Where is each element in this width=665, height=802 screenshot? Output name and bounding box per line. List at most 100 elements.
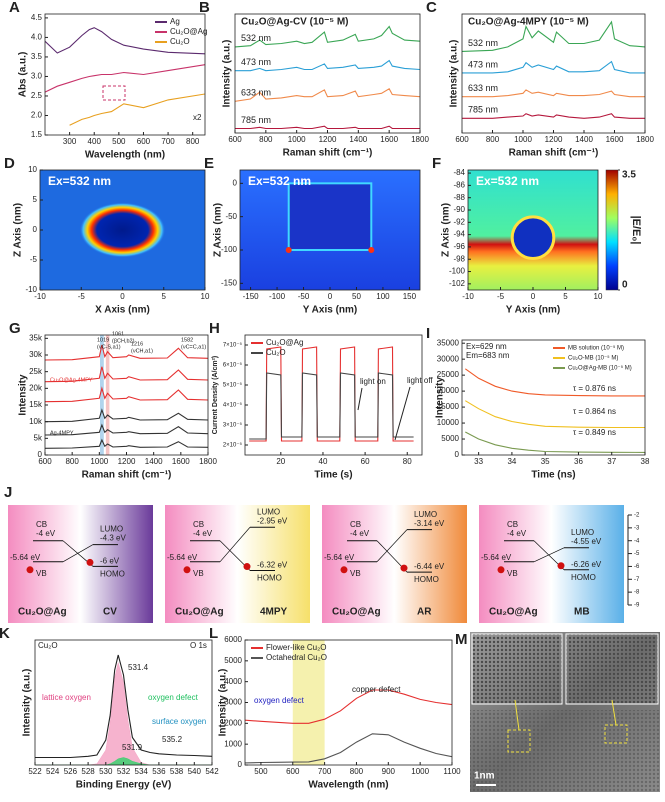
vb-value: -5.64 eV <box>481 553 512 562</box>
transfer <box>62 544 94 563</box>
legend-label: Cu₂O <box>170 37 190 46</box>
x-tick-label: 0 <box>328 292 333 301</box>
transfer <box>219 526 251 563</box>
lumo-value: -4.55 eV <box>571 537 602 546</box>
highlight-band <box>292 640 325 765</box>
y-tick-label: 15000 <box>437 402 460 411</box>
annotation: Cu₂O <box>38 641 58 650</box>
x-tick-label: 1800 <box>199 457 217 466</box>
series-label: 633 nm <box>468 83 498 93</box>
arrow <box>357 387 363 411</box>
annotation: 531.9 <box>122 743 143 752</box>
x-tick-label: 1600 <box>606 135 624 144</box>
y-tick-label: 10k <box>29 417 43 426</box>
chart-title: Cu₂O@Ag-4MPY (10⁻⁵ M) <box>468 17 589 28</box>
annotation: τ = 0.864 ns <box>573 407 616 416</box>
diagram-box <box>322 505 467 623</box>
line <box>45 408 208 423</box>
x-tick-label: 1200 <box>319 135 337 144</box>
plot-area <box>462 20 645 119</box>
x-tick-label: 1200 <box>545 135 563 144</box>
y-axis-label: Current Density (A/cm²) <box>212 356 219 435</box>
x-tick-label: 538 <box>170 767 184 776</box>
annotation: copper defect <box>352 685 401 694</box>
cb-label: CB <box>193 520 204 529</box>
x-tick-label: 100 <box>376 292 390 301</box>
x-tick-label: 1600 <box>172 457 190 466</box>
field-hotspot <box>79 202 166 258</box>
x-tick-label: 1400 <box>145 457 163 466</box>
x-tick-label: 35 <box>541 457 550 466</box>
x-tick-label: 1100 <box>443 767 461 776</box>
y-tick-label: 5k <box>34 433 43 442</box>
cb-label: CB <box>350 520 361 529</box>
y-axis-label: Intensity (a.u.) <box>22 669 33 737</box>
x-axis-label: Raman shift (cm⁻¹) <box>82 470 172 481</box>
cb-value: -4 eV <box>507 529 527 538</box>
particle <box>287 182 373 251</box>
panel-label: M <box>455 631 468 648</box>
line <box>45 366 208 383</box>
axes-frame <box>461 339 646 456</box>
y-tick-label: 10000 <box>437 418 460 427</box>
y-tick-label: 15k <box>29 400 43 409</box>
colorbar-tick-label: 3.5 <box>622 170 636 181</box>
line <box>45 344 208 361</box>
x-tick-label: 1000 <box>514 135 532 144</box>
plot-area <box>45 335 208 455</box>
homo-label: HOMO <box>100 570 125 579</box>
colorbar-tick-label: 0 <box>622 280 628 291</box>
x-tick-label: 80 <box>403 457 412 466</box>
y-tick-label: 5 <box>33 195 38 204</box>
x-tick-label: 600 <box>38 457 52 466</box>
y-tick-label: 4.5 <box>31 13 43 22</box>
line <box>464 368 645 397</box>
scale-label: -8 <box>634 590 640 596</box>
y-tick-label: -10 <box>25 285 37 294</box>
x-axis-label: Wavelength (nm) <box>308 780 388 791</box>
area <box>35 662 212 765</box>
x-tick-label: 50 <box>352 292 361 301</box>
map-title: Ex=532 nm <box>48 174 111 188</box>
x-axis-label: Raman shift (cm⁻¹) <box>509 148 599 159</box>
material-right: AR <box>417 607 432 618</box>
line <box>249 372 414 440</box>
line <box>35 654 212 759</box>
x-tick-label: 0 <box>120 292 125 301</box>
x-axis-label: X Axis (nm) <box>95 305 150 316</box>
line <box>462 113 645 119</box>
x-tick-label: 1600 <box>380 135 398 144</box>
legend-label: Flower-like Cu₂O <box>266 643 326 652</box>
vb-value: -5.64 eV <box>10 553 41 562</box>
hotspot <box>285 247 292 253</box>
x-tick-label: 1200 <box>118 457 136 466</box>
material-left: Cu₂O@Ag <box>332 607 381 618</box>
material-right: MB <box>574 607 590 618</box>
x-tick-label: 150 <box>403 292 417 301</box>
y-axis-label: Intensity <box>435 377 446 419</box>
annotation: (νC=C,a1) <box>181 344 206 350</box>
annotation: Ex=629 nm <box>466 342 507 351</box>
axes-frame <box>244 334 423 456</box>
homo-value: -6 eV <box>100 557 120 566</box>
x-tick-label: 500 <box>254 767 268 776</box>
highlight-band <box>100 335 104 455</box>
annotation: 531.4 <box>128 663 149 672</box>
x-tick-label: 1000 <box>288 135 306 144</box>
series-label: 532 nm <box>468 38 498 48</box>
legend-label: MB solution (10⁻⁵ M) <box>568 345 624 352</box>
x-tick-label: 524 <box>46 767 60 776</box>
annotation: light off <box>407 376 433 385</box>
tem-lattice <box>470 710 660 792</box>
line <box>69 93 205 126</box>
electron <box>243 563 251 571</box>
diagram-box <box>8 505 153 623</box>
pointer <box>514 699 520 731</box>
y-tick-label: 25000 <box>437 370 460 379</box>
y-tick-label: 0 <box>238 760 243 769</box>
plot-area <box>240 170 420 290</box>
series-label: 633 nm <box>241 88 271 98</box>
y-tick-label: -88 <box>453 193 465 202</box>
annotation: oxygen defect <box>148 693 199 702</box>
